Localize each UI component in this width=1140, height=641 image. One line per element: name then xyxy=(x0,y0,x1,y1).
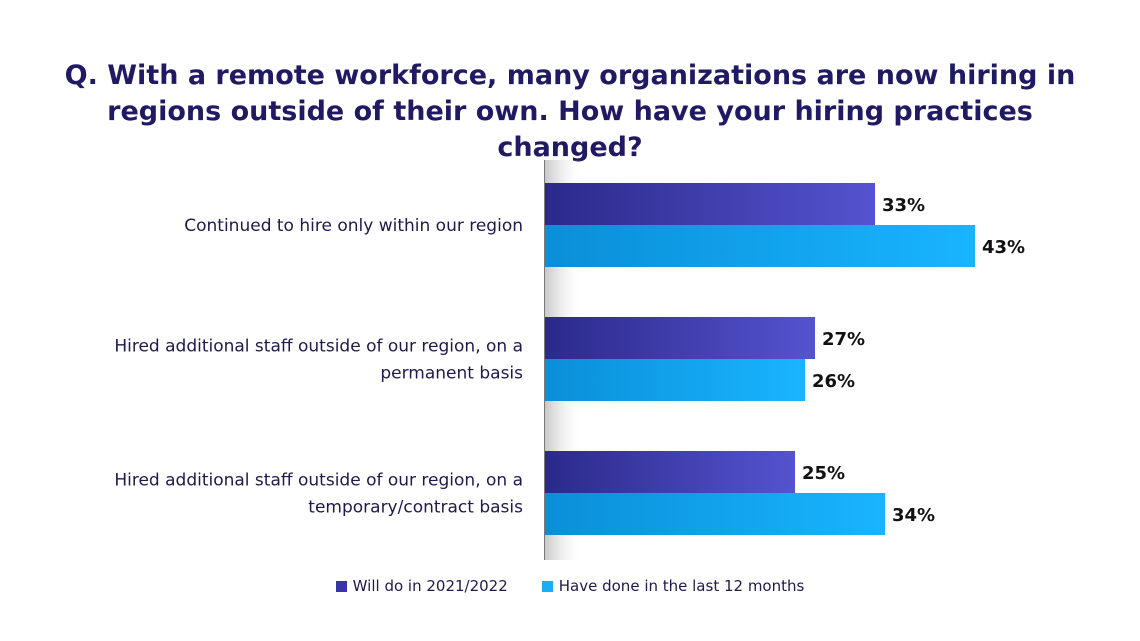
legend-label-series-1: Will do in 2021/2022 xyxy=(352,577,508,595)
legend-item-series-1: Will do in 2021/2022 xyxy=(335,577,508,595)
value-label-series-2-cat-3: 34% xyxy=(892,505,935,526)
legend-item-series-2: Have done in the last 12 months xyxy=(541,577,805,595)
bar-series-2-cat-3 xyxy=(545,493,885,535)
value-label-series-1-cat-2: 27% xyxy=(822,329,865,350)
bar-series-1-cat-1 xyxy=(545,183,875,225)
value-label-series-2-cat-1: 43% xyxy=(982,237,1025,258)
category-label-1-line-1: Continued to hire only within our region xyxy=(184,216,523,236)
legend-swatch-series-2 xyxy=(541,580,553,592)
value-label-series-1-cat-1: 33% xyxy=(882,195,925,216)
chart-title-line-1: Q. With a remote workforce, many organiz… xyxy=(64,60,1076,91)
legend: Will do in 2021/2022 Have done in the la… xyxy=(0,577,1140,595)
chart-title-line-2: regions outside of their own. How have y… xyxy=(107,96,1033,163)
legend-swatch-series-1 xyxy=(335,580,347,592)
bar-series-2-cat-2 xyxy=(545,359,805,401)
bar-series-2-cat-1 xyxy=(545,225,975,267)
category-label-2-line-1: Hired additional staff outside of our re… xyxy=(114,337,523,357)
category-label-2-line-2: permanent basis xyxy=(380,364,523,384)
bar-series-1-cat-2 xyxy=(545,317,815,359)
value-label-series-1-cat-3: 25% xyxy=(802,463,845,484)
chart-title: Q. With a remote workforce, many organiz… xyxy=(40,58,1100,166)
category-label-3-line-2: temporary/contract basis xyxy=(308,498,523,518)
legend-label-series-2: Have done in the last 12 months xyxy=(558,577,805,595)
category-label-3-line-1: Hired additional staff outside of our re… xyxy=(114,471,523,491)
value-label-series-2-cat-2: 26% xyxy=(812,371,855,392)
bar-series-1-cat-3 xyxy=(545,451,795,493)
